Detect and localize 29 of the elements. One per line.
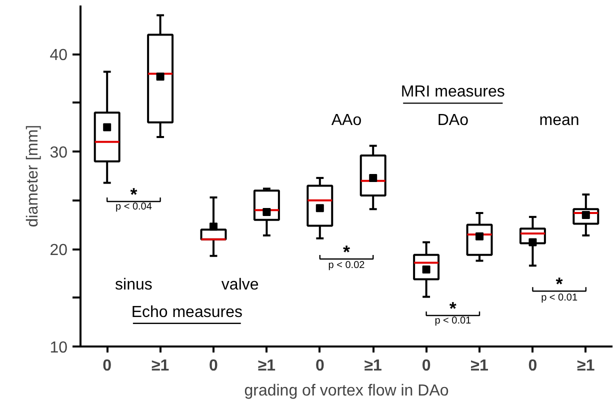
annotation: p < 0.01: [434, 316, 472, 327]
y-axis-title: diameter [mm]: [24, 124, 42, 228]
x-tick-label: 0: [528, 358, 538, 374]
annotation: *: [556, 274, 563, 294]
x-tick-label: 0: [315, 358, 324, 374]
annotation: MRI measures: [400, 84, 505, 101]
annotation: p < 0.01: [541, 292, 578, 304]
x-tick-label: ≥1: [577, 358, 595, 374]
annotation: sinus: [115, 276, 152, 294]
y-tick-label: 20: [50, 242, 68, 260]
y-tick-label: 10: [50, 340, 68, 356]
x-tick-label: ≥1: [470, 358, 488, 374]
annotation: DAo: [437, 112, 469, 129]
x-axis-title: grading of vortex flow in DAo: [244, 382, 449, 400]
annotation: p < 0.04: [115, 202, 152, 213]
annotation: p < 0.02: [328, 260, 366, 272]
x-tick-label: 0: [102, 358, 112, 374]
annotation: Echo measures: [131, 304, 242, 321]
annotation: AAo: [331, 112, 362, 129]
x-tick-label: ≥1: [151, 358, 170, 374]
annotation: mean: [539, 112, 580, 129]
annotation: *: [343, 242, 350, 262]
x-tick-label: 0: [209, 358, 218, 374]
annotation: valve: [221, 276, 259, 294]
x-tick-label: ≥1: [364, 358, 382, 374]
x-tick-label: ≥1: [258, 358, 276, 374]
y-tick-label: 40: [50, 47, 68, 64]
y-tick-label: 30: [50, 144, 68, 162]
x-tick-label: 0: [422, 358, 431, 374]
